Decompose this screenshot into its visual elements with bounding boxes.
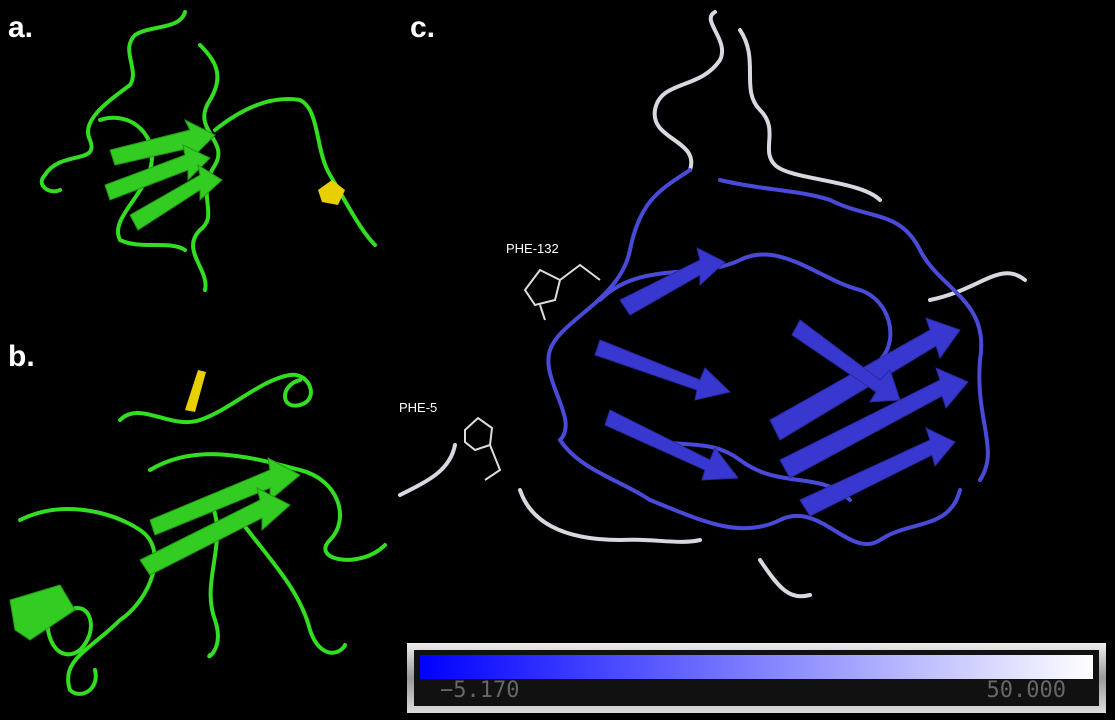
panel-label: b. [8, 340, 35, 373]
residue-label: PHE-132 [506, 241, 559, 256]
panel-label: a. [8, 11, 33, 44]
color-bar-min: −5.170 [440, 678, 519, 703]
color-bar-max: 50.000 [987, 678, 1066, 703]
color-gradient [420, 655, 1093, 679]
color-bar: −5.170 50.000 [407, 643, 1106, 713]
panel-label: c. [410, 11, 435, 44]
protein-c [398, 10, 1027, 599]
protein-a [39, 10, 377, 292]
protein-b [9, 370, 387, 696]
residue-label: PHE-5 [399, 400, 437, 415]
